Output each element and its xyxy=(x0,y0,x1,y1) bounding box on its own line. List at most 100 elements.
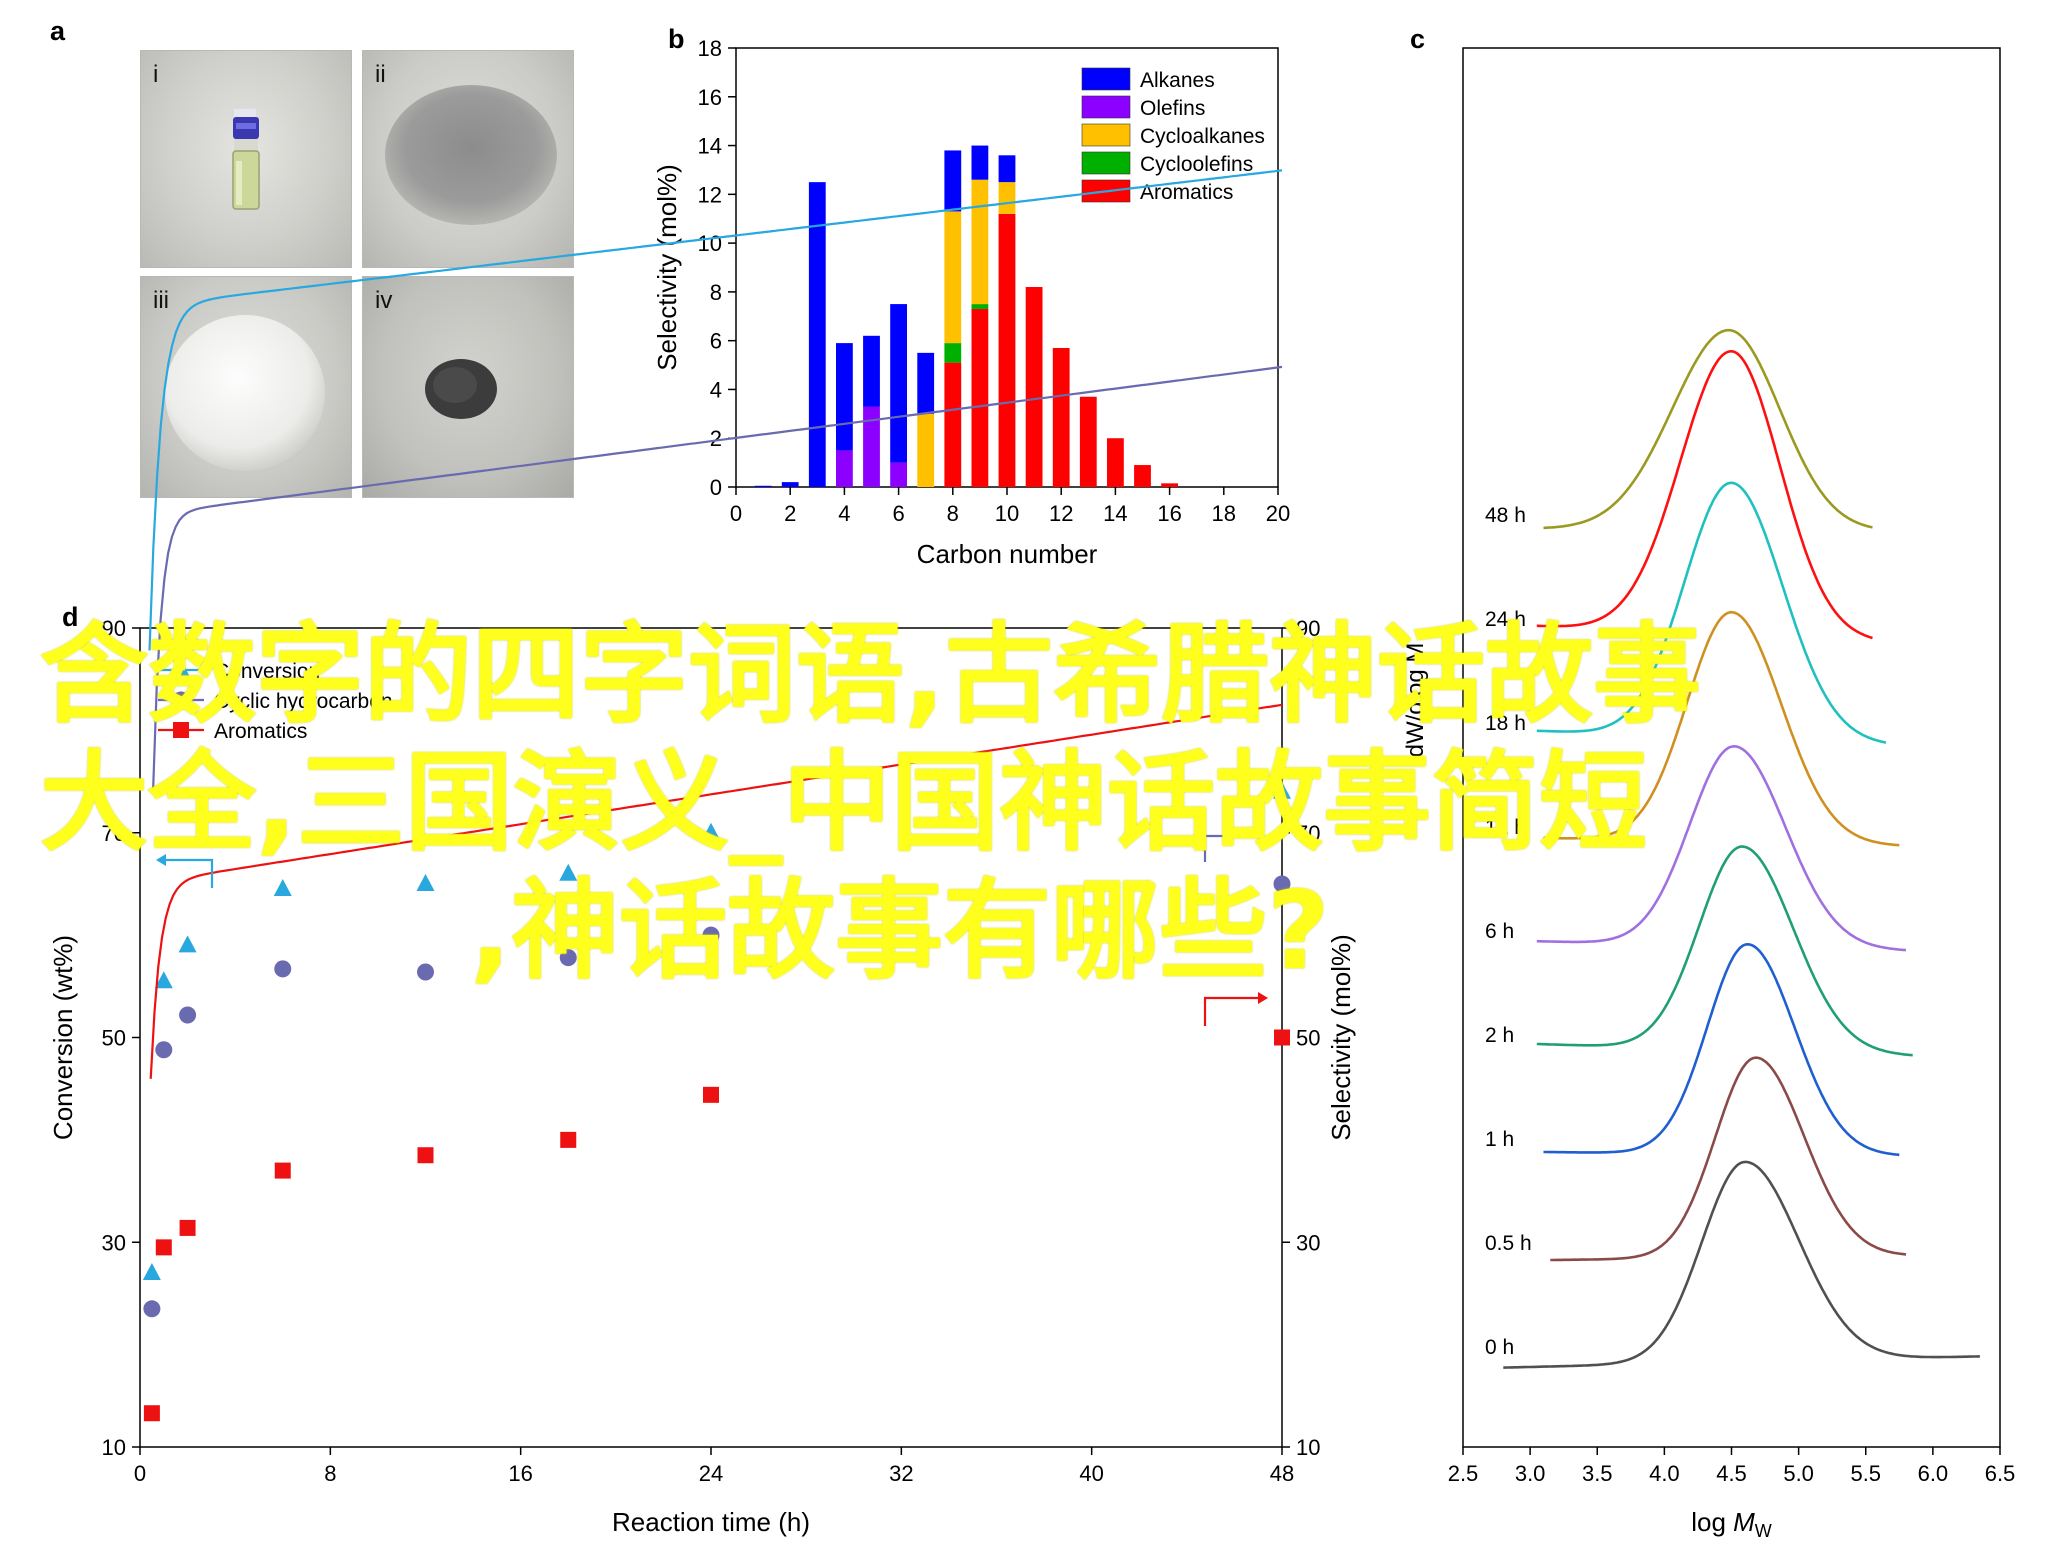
y-tick-label-b-0: 0 xyxy=(710,475,722,500)
x-tick-label-c-3: 4.0 xyxy=(1649,1461,1680,1486)
x-tick-label-c-8: 6.5 xyxy=(1985,1461,2016,1486)
curve-48-h xyxy=(1543,328,1873,530)
legend-swatch-b-1 xyxy=(1081,95,1131,119)
x-tick-label-d-3: 24 xyxy=(699,1461,723,1486)
bar-alkanes-c2 xyxy=(781,482,799,487)
point-1-3 xyxy=(274,960,292,978)
legend-swatch-b-3 xyxy=(1081,151,1131,175)
legend-swatch-b-0 xyxy=(1081,67,1131,91)
legend-marker-d-1 xyxy=(172,691,190,709)
bar-olefins-c5 xyxy=(863,406,880,487)
y-tick-label-b-5: 10 xyxy=(698,231,722,256)
y-tick-label-b-4: 8 xyxy=(710,280,722,305)
x-tick-label-b-9: 18 xyxy=(1212,501,1236,526)
legend-marker-d-0 xyxy=(172,660,190,677)
grey-powder-icon xyxy=(385,85,557,225)
point-2-0 xyxy=(143,1405,160,1422)
curve-label-12-h: 12 h xyxy=(1485,816,1526,839)
x-tick-label-c-1: 3.0 xyxy=(1515,1461,1546,1486)
fit-line-0 xyxy=(148,169,1283,651)
bar-aromatics-c12 xyxy=(1052,347,1070,487)
x-tick-label-c-6: 5.5 xyxy=(1850,1461,1881,1486)
y-tick-label-b-3: 6 xyxy=(710,329,722,354)
point-1-5 xyxy=(559,949,577,967)
photo-tag-ii: ii xyxy=(375,61,386,88)
bar-cycloalkanes-c7 xyxy=(917,413,935,487)
point-0-3 xyxy=(273,879,292,897)
arrow-head-aromatics xyxy=(1258,992,1268,1004)
bar-alkanes-c4 xyxy=(835,343,853,451)
y-left-tick-label-d-4: 90 xyxy=(102,616,126,641)
curve-label-18-h: 18 h xyxy=(1485,712,1526,735)
y-right-tick-label-d-1: 30 xyxy=(1296,1230,1320,1255)
x-tick-label-b-8: 16 xyxy=(1157,501,1181,526)
y-right-tick-label-d-0: 10 xyxy=(1296,1435,1320,1460)
panel-label-d: d xyxy=(62,602,79,632)
point-1-4 xyxy=(417,963,434,981)
legend-label-d-1: Cyclic hydrocarbon xyxy=(214,690,393,713)
y-right-tick-label-d-2: 50 xyxy=(1296,1026,1320,1051)
bar-alkanes-c3 xyxy=(808,182,826,487)
legend-label-b-1: Olefins xyxy=(1140,97,1205,120)
overlay-text-line-3: ,神话故事有哪些? xyxy=(470,869,1330,994)
bar-alkanes-c1 xyxy=(754,485,772,487)
photo-iii: iii xyxy=(140,276,352,498)
fit-line-1 xyxy=(152,365,1283,791)
x-tick-label-b-5: 10 xyxy=(995,501,1019,526)
white-powder-icon xyxy=(165,315,325,471)
y-left-tick-label-d-3: 70 xyxy=(102,821,126,846)
bar-cycloolefins-c9 xyxy=(971,304,989,309)
point-0-2 xyxy=(178,935,197,953)
curve-label-0-5-h: 0.5 h xyxy=(1485,1232,1532,1255)
x-axis-label-b: Carbon number xyxy=(917,539,1098,569)
dark-powder-icon xyxy=(425,359,497,419)
bar-alkanes-c9 xyxy=(971,145,989,180)
bar-olefins-c6 xyxy=(890,462,908,487)
y-tick-label-b-8: 16 xyxy=(698,85,722,110)
curve-label-2-h: 2 h xyxy=(1485,1024,1514,1047)
curve-0-5-h xyxy=(1550,1056,1907,1262)
arrow-cyclic-right xyxy=(1203,834,1262,862)
legend-label-b-2: Cycloalkanes xyxy=(1140,125,1265,148)
point-2-3 xyxy=(274,1162,291,1179)
x-axis-label-c: log MW xyxy=(1691,1507,1772,1541)
y-left-tick-label-d-1: 30 xyxy=(102,1230,126,1255)
photo-tag-i: i xyxy=(153,61,159,88)
point-0-5 xyxy=(559,863,578,881)
y-left-tick-label-d-0: 10 xyxy=(102,1435,126,1460)
point-0-1 xyxy=(154,971,173,989)
point-1-1 xyxy=(155,1041,173,1059)
point-0-4 xyxy=(416,873,435,891)
x-tick-label-d-5: 40 xyxy=(1079,1461,1103,1486)
curve-label-1-h: 1 h xyxy=(1485,1128,1514,1151)
point-2-5 xyxy=(560,1131,577,1148)
y-right-tick-label-d-4: 90 xyxy=(1296,616,1320,641)
panel-label-b: b xyxy=(668,24,685,54)
curve-2-h xyxy=(1536,845,1913,1057)
bar-aromatics-c9 xyxy=(971,308,989,487)
curve-1-h xyxy=(1543,942,1900,1157)
bar-aromatics-c8 xyxy=(944,362,962,487)
curve-label-24-h: 24 h xyxy=(1485,608,1526,631)
vial-icon xyxy=(232,109,260,210)
bar-aromatics-c13 xyxy=(1079,396,1097,487)
panel-label-a: a xyxy=(50,16,66,46)
x-tick-label-c-0: 2.5 xyxy=(1448,1461,1479,1486)
x-tick-label-d-6: 48 xyxy=(1270,1461,1294,1486)
bar-alkanes-c10 xyxy=(998,155,1016,183)
overlay-text-line-2: 大全,三国演义_中国神话故事简短 xyxy=(40,741,1648,866)
point-2-6 xyxy=(703,1086,719,1103)
point-2-2 xyxy=(179,1219,196,1236)
bar-aromatics-c10 xyxy=(998,213,1016,487)
curve-0-h xyxy=(1503,1160,1980,1369)
bar-aromatics-c11 xyxy=(1025,287,1043,487)
legend-label-d-0: Conversion xyxy=(214,660,320,683)
y-left-tick-label-d-2: 50 xyxy=(102,1026,126,1051)
point-2-4 xyxy=(417,1147,434,1164)
point-1-6 xyxy=(702,926,720,944)
point-2-1 xyxy=(155,1239,172,1256)
x-tick-label-b-0: 0 xyxy=(730,501,742,526)
panel-label-c: c xyxy=(1410,24,1426,54)
bar-alkanes-c6 xyxy=(890,304,908,463)
bar-cycloolefins-c8 xyxy=(944,343,962,363)
